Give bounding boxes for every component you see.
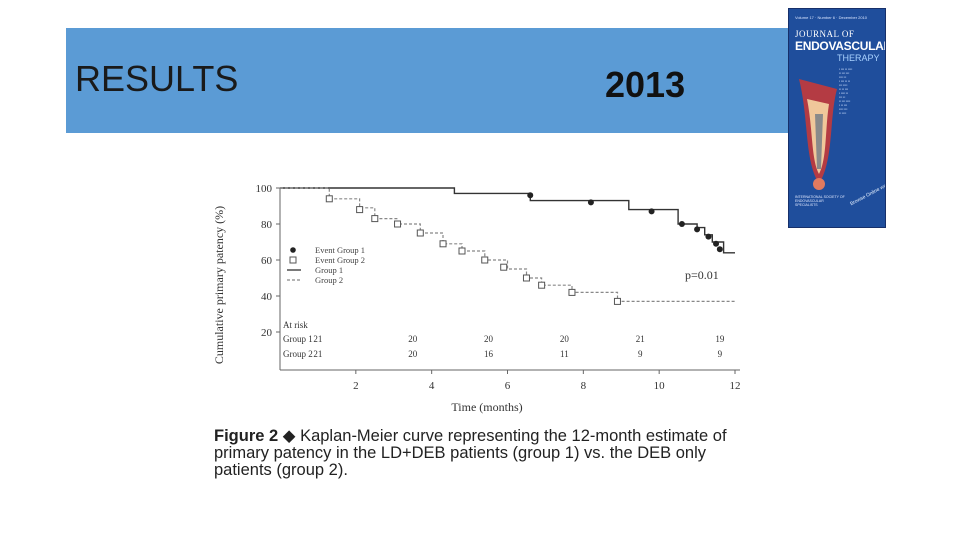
event-marker-group-2	[613, 297, 621, 305]
event-marker-group-2	[394, 220, 402, 228]
event-marker-group-1	[694, 226, 701, 233]
at-risk-value: 21	[313, 349, 322, 359]
event-marker-group-2	[500, 263, 508, 271]
at-risk-value: 21	[313, 334, 322, 344]
cover-society: INTERNATIONAL SOCIETY OF ENDOVASCULAR SP…	[795, 195, 845, 207]
cover-title-line2: ENDOVASCULAR	[795, 39, 886, 53]
y-tick-label: 60	[261, 255, 273, 267]
x-axis-label: Time (months)	[451, 400, 522, 414]
caption-text: Kaplan-Meier curve representing the 12-m…	[214, 427, 727, 479]
x-tick-label: 4	[429, 380, 435, 392]
y-tick-label: 40	[261, 291, 273, 303]
cover-title-line3: THERAPY	[837, 53, 880, 63]
caption-label: Figure 2	[214, 427, 279, 445]
figure-caption: Figure 2 ◆ Kaplan-Meier curve representi…	[214, 428, 754, 479]
event-marker-group-2	[538, 281, 546, 289]
slide-year: 2013	[605, 64, 686, 105]
event-marker-group-2	[522, 274, 530, 282]
series-line-group-1	[280, 187, 735, 254]
at-risk-title: At risk	[283, 320, 308, 330]
at-risk-value: 20	[484, 334, 494, 344]
event-marker-group-2	[568, 288, 576, 296]
cover-artwork	[789, 9, 885, 227]
title-banner	[66, 28, 788, 133]
y-tick-label: 20	[261, 327, 273, 339]
caption-bullet-icon: ◆	[282, 427, 301, 445]
cover-contents-list: ▪ ▪▪▪ ▪▪ ▪▪▪▪ ▪▪ ▪▪▪ ▪▪▪ ▪▪▪▪ ▪▪ ▪ ▪▪▪ ▪▪ ▪…	[839, 67, 853, 115]
y-tick-label: 100	[256, 183, 273, 195]
at-risk-value: 20	[408, 349, 418, 359]
at-risk-row-label: Group 2	[283, 349, 313, 359]
x-tick-label: 12	[730, 380, 741, 392]
cover-title-line1: JOURNAL OF	[795, 29, 855, 39]
at-risk-value: 16	[484, 349, 494, 359]
event-marker-group-1	[678, 221, 685, 227]
event-marker-group-1	[648, 208, 655, 215]
event-marker-group-1	[527, 192, 534, 199]
y-axis-label: Cumulative primary patency (%)	[212, 206, 226, 364]
y-tick-label: 80	[261, 219, 273, 231]
at-risk-row-label: Group 1	[283, 334, 313, 344]
event-marker-group-2	[458, 247, 466, 255]
legend-label: Event Group 1	[315, 245, 365, 255]
event-marker-group-2	[416, 229, 424, 237]
at-risk-value: 9	[718, 349, 723, 359]
legend-label: Event Group 2	[315, 255, 365, 265]
legend-label: Group 2	[315, 275, 343, 285]
event-marker-group-1	[587, 199, 594, 206]
at-risk-value: 19	[715, 334, 725, 344]
at-risk-value: 21	[636, 334, 645, 344]
event-marker-group-1	[716, 246, 723, 253]
series-line-group-2	[280, 187, 735, 302]
event-marker-group-2	[356, 206, 364, 214]
at-risk-value: 20	[560, 334, 570, 344]
legend-marker-event-group-1	[290, 247, 296, 253]
event-marker-group-2	[325, 195, 333, 203]
journal-cover-image: Volume 17 · Number 6 · December 2010 JOU…	[788, 8, 886, 228]
x-tick-label: 2	[353, 380, 359, 392]
p-value-label: p=0.01	[685, 268, 719, 282]
event-marker-group-2	[439, 240, 447, 248]
event-marker-group-1	[705, 233, 712, 240]
slide-title: RESULTS	[75, 58, 239, 99]
kaplan-meier-chart: Cumulative primary patency (%) Time (mon…	[212, 183, 741, 414]
at-risk-value: 11	[560, 349, 569, 359]
legend-label: Group 1	[315, 265, 343, 275]
cover-volume-line: Volume 17 · Number 6 · December 2010	[795, 15, 868, 20]
event-marker-group-1	[713, 240, 720, 247]
x-tick-label: 10	[654, 380, 666, 392]
x-tick-label: 8	[581, 380, 587, 392]
x-tick-label: 6	[505, 380, 511, 392]
at-risk-value: 9	[638, 349, 643, 359]
legend-marker-event-group-2	[289, 256, 297, 264]
figure-panel: Cumulative primary patency (%) Time (mon…	[205, 170, 750, 415]
event-marker-group-2	[481, 256, 489, 264]
at-risk-value: 20	[408, 334, 418, 344]
event-marker-group-2	[371, 215, 379, 223]
